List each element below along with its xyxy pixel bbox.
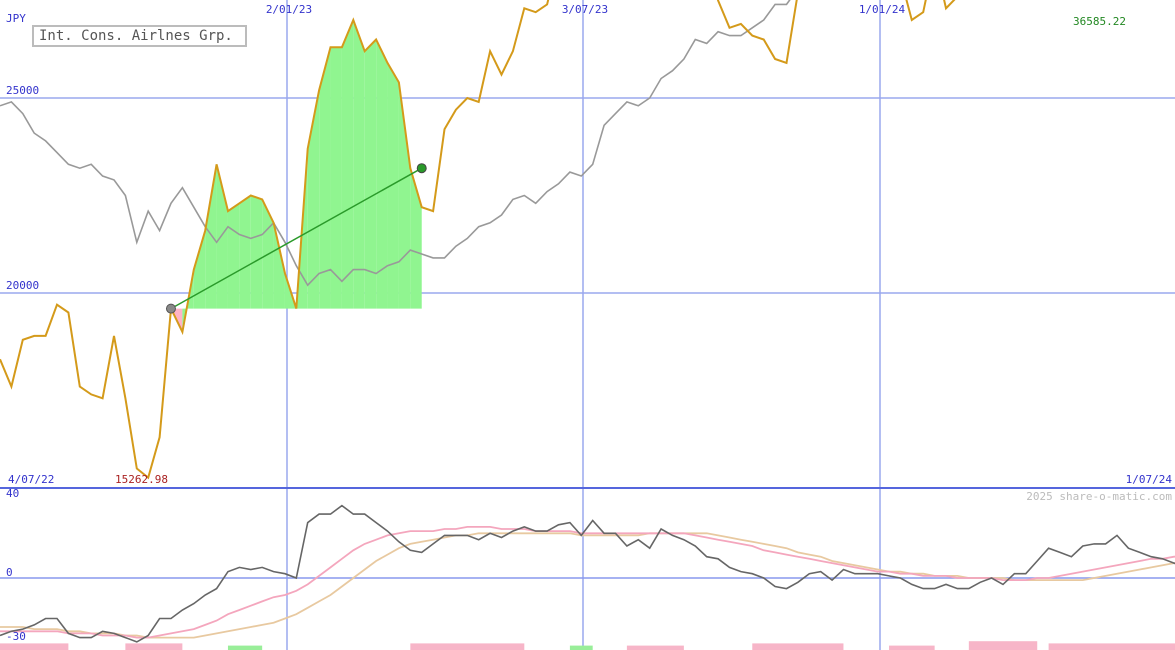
- signal-end-point-0: [416, 163, 427, 174]
- start-date-label: 4/07/22: [8, 473, 54, 486]
- osc-tick-label-0: 0: [6, 566, 13, 579]
- volume-bar-2: [227, 645, 263, 650]
- min-annotation: 15262.98: [115, 473, 168, 486]
- signal-fill-0-32: [364, 39, 377, 309]
- currency-label: JPY: [6, 12, 26, 25]
- signal-line-0: [170, 167, 423, 310]
- signal-fill-0-33: [376, 39, 388, 309]
- x-tick-label-0: 2/01/23: [266, 3, 312, 16]
- watermark: 2025 share-o-matic.com: [1026, 490, 1172, 503]
- signal-fill-0-36: [410, 168, 422, 309]
- end-date-label: 1/07/24: [1126, 473, 1173, 486]
- oscillator-line-2: [0, 532, 1175, 639]
- volume-bar-7: [889, 645, 935, 650]
- signal-fill-0-30: [341, 20, 354, 309]
- oscillator-line-1: [0, 526, 1175, 639]
- y-tick-label-25000: 25000: [6, 84, 39, 97]
- signal-fill-0-20: [227, 203, 240, 309]
- price-lines: [0, 0, 956, 480]
- signal-fill-0-27: [307, 90, 320, 309]
- oscillator-line-0: [0, 504, 1175, 643]
- volume-bars: [0, 641, 1175, 650]
- signal-fill-0-22: [250, 195, 263, 309]
- y-tick-label-20000: 20000: [6, 279, 39, 292]
- volume-bar-9: [1048, 643, 1175, 650]
- chart-title: Int. Cons. Airlnes Grp.: [32, 25, 247, 47]
- volume-bar-1: [125, 643, 183, 650]
- signal-markers: [165, 163, 427, 314]
- volume-bar-3: [410, 643, 525, 650]
- price-line: [0, 0, 956, 480]
- x-tick-label-1: 3/07/23: [562, 3, 608, 16]
- signal-fills: [170, 20, 422, 332]
- oscillator-axis-labels: 2025 share-o-matic.com -30 0 40: [6, 487, 1172, 643]
- osc-tick-label-40: 40: [6, 487, 19, 500]
- signal-fill-0-29: [330, 47, 342, 309]
- signal-start-point-0: [165, 303, 176, 314]
- oscillator-lines: [0, 504, 1175, 643]
- osc-tick-label--30: -30: [6, 630, 26, 643]
- signal-fill-0-28: [319, 47, 331, 309]
- signal-fill-0-18: [205, 164, 217, 309]
- signal-fill-0-17: [193, 230, 206, 309]
- signal-fill-0-31: [353, 20, 365, 309]
- volume-bar-4: [569, 645, 593, 650]
- volume-bar-6: [752, 643, 844, 650]
- signal-fill-0-21: [239, 195, 251, 309]
- volume-bar-0: [0, 643, 69, 650]
- x-tick-label-2: 1/01/24: [859, 3, 906, 16]
- max-annotation: 36585.22: [1073, 15, 1126, 28]
- signal-fill-0-35: [398, 82, 411, 309]
- volume-bar-5: [626, 645, 684, 650]
- signal-fill-0-24: [273, 222, 285, 309]
- signal-fill-0-34: [387, 62, 399, 309]
- main-axis-labels: JPY 2/01/23 3/07/23 1/01/24 4/07/22 1/07…: [6, 3, 1173, 486]
- comparison-line: [0, 0, 791, 287]
- volume-bar-8: [968, 641, 1038, 650]
